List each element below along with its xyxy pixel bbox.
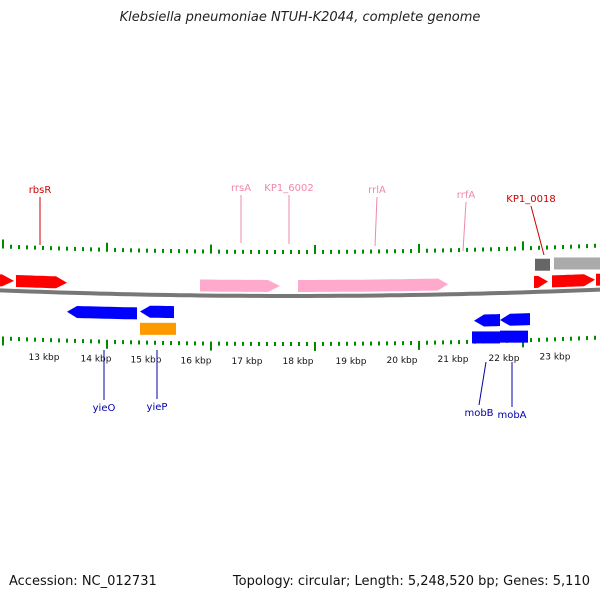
label-leader — [530, 205, 545, 256]
tick-label: 16 kbp — [181, 356, 212, 366]
label-leader — [478, 361, 487, 406]
gene-arrow-forward — [534, 275, 548, 288]
accession-label: Accession: NC_012731 — [9, 574, 157, 589]
gene-box-KP1_0018 — [535, 258, 550, 271]
label-leader — [462, 201, 467, 252]
gene-arrow-mobB — [474, 314, 500, 327]
gene-arrow-yieP — [140, 305, 174, 319]
gene-box-orange — [140, 322, 176, 335]
gene-arrow-yieO — [67, 306, 137, 320]
gene-label-rrlA: rrlA — [368, 185, 386, 196]
gene-arrow-forward — [552, 274, 595, 288]
gene-box-pseudo — [554, 257, 600, 270]
tick-row-outer — [2, 239, 596, 254]
tick-label: 14 kbp — [81, 354, 112, 364]
label-leader — [374, 196, 378, 247]
gene-label-KP1_6002: KP1_6002 — [264, 183, 313, 194]
tick-label: 23 kbp — [540, 352, 571, 362]
tick-label: 17 kbp — [232, 357, 263, 367]
gene-label-mobB: mobB — [464, 408, 493, 419]
genome-title: Klebsiella pneumoniae NTUH-K2044, comple… — [119, 10, 481, 25]
tick-label: 15 kbp — [131, 356, 162, 366]
genome-backbone — [0, 287, 600, 298]
gene-arrow-mobA — [500, 313, 530, 326]
tick-label: 20 kbp — [387, 356, 418, 366]
gene-arrow-rbsR — [16, 275, 67, 289]
tick-label: 21 kbp — [438, 355, 469, 365]
gene-arrow-rrlA — [298, 278, 448, 292]
gene-label-yieP: yieP — [147, 402, 168, 413]
tick-label: 22 kbp — [489, 354, 520, 364]
tick-label: 13 kbp — [29, 353, 60, 363]
gene-label-rrfA: rrfA — [457, 190, 476, 201]
feature-track — [0, 257, 600, 344]
tick-label-group: 13 kbp 14 kbp 15 kbp 16 kbp 17 kbp 18 kbp 19 k… — [29, 352, 571, 367]
gene-label-group: rbsR rrsA KP1_6002 rrlA rrfA KP1_0018 yieO yieP… — [29, 183, 556, 421]
gene-arrow-rrsA — [200, 279, 280, 292]
gene-arrow-forward — [596, 273, 600, 286]
gene-arrow-forward — [0, 274, 14, 287]
genome-summary: Topology: circular; Length: 5,248,520 bp… — [232, 574, 590, 589]
gene-label-KP1_0018: KP1_0018 — [506, 194, 555, 205]
gene-label-rbsR: rbsR — [29, 185, 52, 196]
tick-label: 19 kbp — [336, 357, 367, 367]
gene-label-rrsA: rrsA — [231, 183, 251, 194]
gene-box-blue — [500, 330, 528, 343]
gene-label-yieO: yieO — [93, 403, 116, 414]
gene-box-blue — [472, 331, 500, 344]
tick-label: 18 kbp — [283, 357, 314, 367]
gene-label-mobA: mobA — [497, 410, 526, 421]
